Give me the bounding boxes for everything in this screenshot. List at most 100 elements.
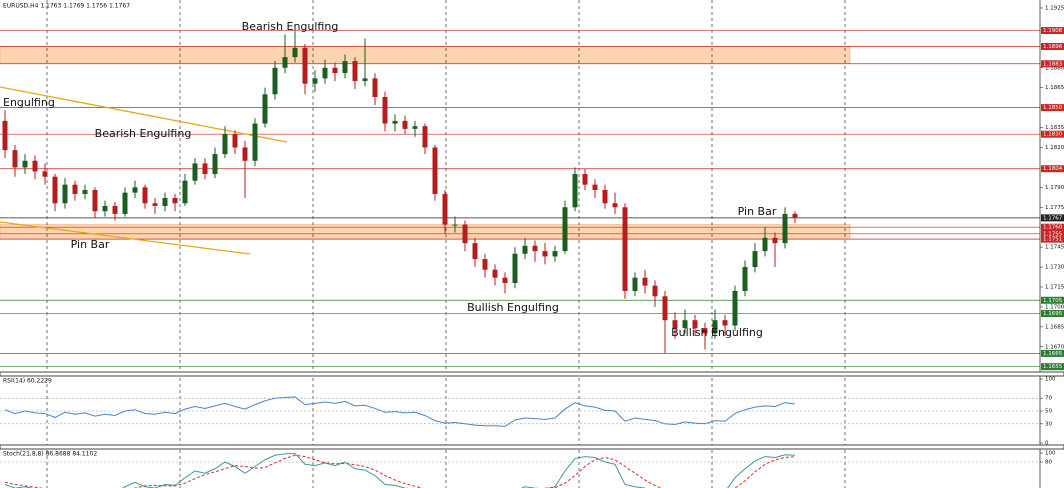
candle-body [582, 174, 588, 185]
candle-body [332, 67, 338, 74]
candle-body [92, 189, 98, 212]
candle-body [722, 320, 728, 326]
level-label: 1.1830 [1043, 132, 1063, 138]
level-label-box [1041, 43, 1064, 50]
panel-separator [0, 371, 1064, 377]
level-label-box [1041, 230, 1064, 238]
candle-body [32, 160, 38, 172]
y-tick-label: 1.1865 [1045, 85, 1064, 91]
candle-body [592, 184, 598, 190]
annotation: Bullish Engulfing [467, 301, 559, 314]
y-tick-label: 1.1835 [1045, 125, 1064, 131]
candle-body [182, 180, 188, 204]
level-label: 1.1767 [1043, 215, 1063, 221]
candle-body [712, 320, 718, 334]
candle-body [682, 320, 688, 329]
candle-body [632, 277, 638, 291]
level-label-box [1041, 60, 1064, 68]
annotation: Bearish Engulfing [95, 127, 192, 140]
candle-body [482, 259, 488, 270]
annotation: Pin Bar [738, 205, 777, 218]
candle-body [452, 224, 458, 226]
y-tick-label: 1.1745 [1045, 245, 1064, 251]
candle-body [372, 78, 378, 97]
candle-body [512, 253, 518, 283]
candle-body [492, 269, 498, 278]
candle-body [362, 78, 368, 82]
candle-body [382, 96, 388, 124]
level-label-box [1041, 104, 1064, 112]
candle-body [762, 237, 768, 252]
candle-body [742, 267, 748, 291]
annotation: Bearish Engulfing [242, 20, 339, 33]
candle-body [532, 245, 538, 252]
candle-body [562, 207, 568, 252]
level-label: 1.1665 [1043, 351, 1063, 357]
annotation: Engulfing [3, 96, 55, 109]
candle-body [692, 320, 698, 329]
y-tick-label: 1.1790 [1045, 185, 1064, 191]
candle-body [232, 134, 238, 148]
candle-body [602, 189, 608, 204]
candle-body [502, 277, 508, 283]
y-tick-label: 100 [1045, 377, 1056, 383]
candle-body [572, 174, 578, 208]
level-label-box [1041, 130, 1064, 138]
candle-body [752, 251, 758, 268]
candle-body [652, 285, 658, 297]
candle-body [2, 120, 8, 151]
y-tick-label: 1.1730 [1045, 265, 1064, 271]
level-label: 1.1908 [1043, 28, 1063, 34]
candle-body [662, 296, 668, 321]
candle-body [252, 123, 258, 161]
candle-body [122, 192, 128, 214]
panel-marks [2, 30, 798, 354]
candle-body [172, 197, 178, 204]
y-tick-label: 80 [1045, 460, 1052, 466]
candle-body [642, 277, 648, 286]
candle-body [262, 94, 268, 124]
candle-body [312, 78, 318, 84]
level-label-box [1041, 27, 1064, 35]
zone [0, 46, 851, 65]
symbol-header: EURUSD,H4 1.1763 1.1769 1.1756 1.1767 [3, 3, 130, 10]
y-tick-label: 0 [1045, 441, 1049, 447]
candle-body [342, 61, 348, 74]
candle-body [412, 126, 418, 129]
candle-body [472, 243, 478, 260]
indicator-line [4, 396, 796, 427]
y-tick-label: 30 [1045, 421, 1052, 427]
level-label-box [1041, 296, 1064, 304]
candle-body [162, 197, 168, 206]
candle-body [772, 237, 778, 244]
stoch-header: Stoch(21,8,8) 86.8688 84.1102 [3, 451, 97, 458]
candle-body [352, 61, 358, 82]
candle-body [702, 328, 708, 334]
level-label-box [1041, 165, 1064, 173]
panel-separator [0, 444, 1064, 450]
candle-body [42, 171, 48, 177]
candle-body [22, 160, 28, 168]
candle-body [132, 187, 138, 193]
candle-body [202, 163, 208, 175]
candle-body [792, 213, 798, 218]
level-label: 1.1850 [1043, 105, 1063, 111]
candle-body [672, 320, 678, 329]
candle-body [142, 187, 148, 204]
y-tick-label: 1.1925 [1045, 5, 1064, 11]
candle-body [422, 126, 428, 148]
candle-body [552, 251, 558, 257]
y-tick-label: 70 [1045, 396, 1052, 402]
level-label-box [1041, 310, 1064, 318]
y-tick-label: 1.1775 [1045, 205, 1064, 211]
level-label: 1.1755 [1043, 231, 1063, 237]
candle-body [282, 57, 288, 68]
y-tick-label: 1.1670 [1045, 344, 1064, 350]
level-label: 1.1751 [1043, 237, 1062, 243]
zone [0, 224, 851, 240]
level-label: 1.1705 [1043, 298, 1063, 304]
y-tick-label: 50 [1045, 409, 1052, 415]
candle-body [52, 176, 58, 204]
level-label-box [1041, 214, 1064, 222]
indicator-line [4, 452, 796, 488]
